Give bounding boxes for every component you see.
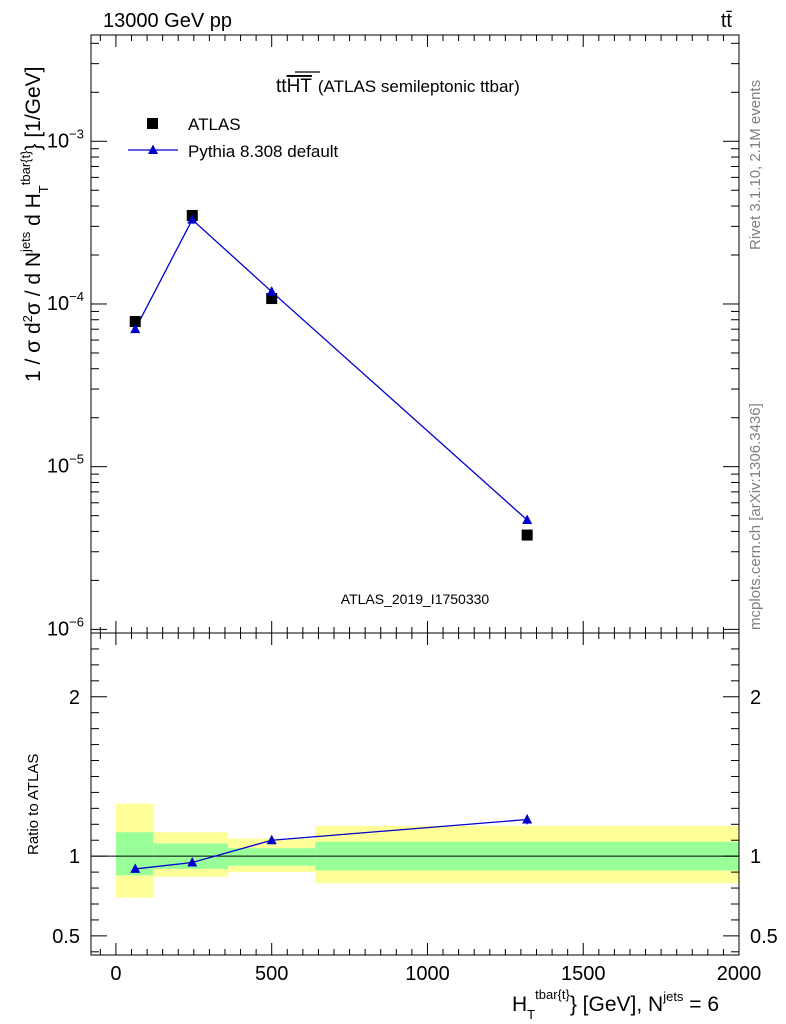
axis-ticks (91, 35, 740, 955)
x-axis-label: HTtbar{t}} [GeV], Njets = 6 (512, 987, 719, 1022)
x-tick-label: 0 (110, 963, 121, 985)
legend-mc-label: Pythia 8.308 default (188, 142, 339, 161)
plot-title: ttHT (ATLAS semileptonic ttbar) (276, 76, 520, 97)
ratio-series-line (135, 818, 528, 870)
rivet-info-label: Rivet 3.1.10, 2.1M events (747, 80, 764, 250)
chart-labels: 0 500 1000 1500 2000 10−3 10−4 10−5 10−6 0.5 0.5 1 1… (18, 66, 778, 1022)
header-process-label: tt̄ (721, 10, 733, 32)
mc-point-marker (522, 514, 533, 525)
mcplots-info-label: mcplots.cern.ch [arXiv:1306.3436] (747, 403, 764, 630)
data-point-marker (266, 293, 278, 305)
x-tick-label: 1500 (561, 963, 606, 985)
legend-data-marker (147, 118, 158, 129)
x-tick-label: 2000 (717, 963, 762, 985)
mc-point-marker (266, 286, 277, 296)
x-tick-label: 1000 (405, 963, 450, 985)
ratio-y-tick-label-right: 1 (750, 846, 761, 868)
ratio-y-tick-label-right: 2 (750, 687, 761, 709)
ratio-band-inner (228, 848, 316, 866)
ratio-y-axis-label: Ratio to ATLAS (25, 754, 42, 855)
legend-mc-marker (148, 144, 158, 154)
ratio-panel-frame (90, 632, 740, 956)
main-y-axis-label: 1 / σ d2σ / d Njets d HTtbar{t}} [1/GeV] (18, 66, 51, 382)
data-point-marker (521, 529, 533, 541)
mc-point-marker (187, 214, 198, 224)
y-tick-label: 10−5 (47, 452, 84, 478)
ratio-y-tick-label: 2 (69, 687, 80, 709)
y-tick-label: 10−3 (47, 126, 84, 152)
ratio-point-marker (187, 857, 198, 867)
ratio-y-tick-label: 0.5 (52, 926, 80, 948)
x-tick-label: 500 (255, 963, 288, 985)
legend-data-label: ATLAS (188, 115, 241, 134)
analysis-watermark: ATLAS_2019_I1750330 (341, 591, 490, 607)
data-point-marker (129, 316, 141, 328)
ratio-point-marker (266, 834, 277, 845)
ratio-point-marker (130, 863, 141, 873)
y-tick-label: 10−6 (47, 614, 84, 640)
panel-frames (90, 34, 740, 956)
mc-series-line (134, 218, 528, 521)
chart-marks (129, 209, 533, 873)
y-tick-label: 10−4 (47, 289, 84, 315)
ratio-band-layer (91, 803, 739, 898)
ratio-y-tick-label: 1 (69, 846, 80, 868)
mc-point-marker (130, 323, 141, 334)
header-energy-label: 13000 GeV pp (103, 10, 232, 32)
ratio-y-tick-label-right: 0.5 (750, 926, 778, 948)
